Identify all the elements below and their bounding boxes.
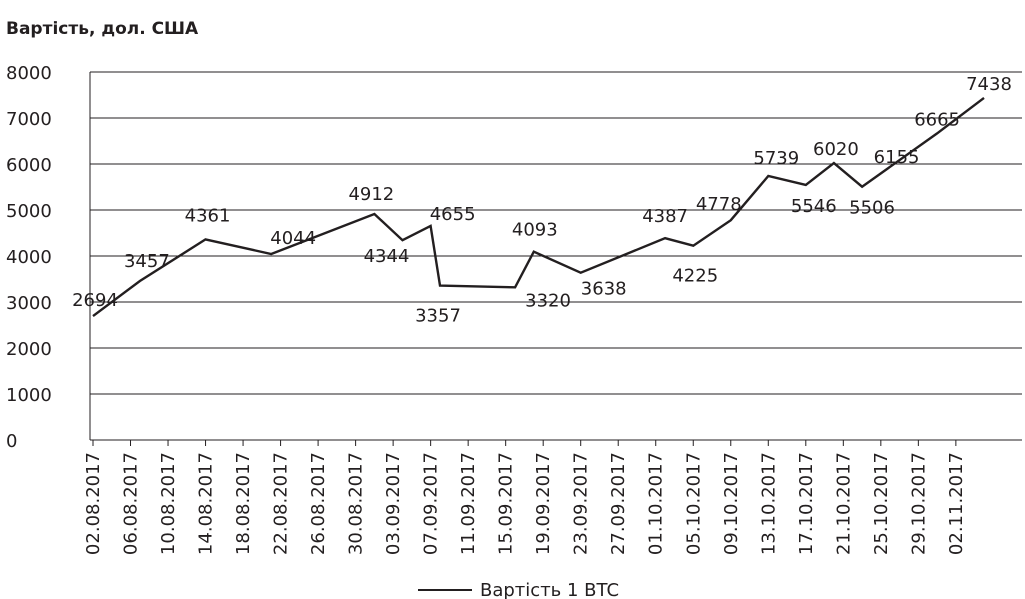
data-label: 2694 [72, 290, 118, 311]
data-label: 4225 [672, 266, 718, 287]
x-tick-label: 11.09.2017 [458, 452, 479, 555]
y-tick-label: 7000 [6, 109, 52, 130]
y-tick-label: 6000 [6, 155, 52, 176]
y-tick-label: 2000 [6, 339, 52, 360]
x-tick-label: 25.10.2017 [871, 452, 892, 555]
legend-label: Вартість 1 BTC [480, 580, 619, 599]
x-tick-label: 29.10.2017 [908, 452, 929, 555]
y-tick-label: 0 [6, 431, 17, 452]
x-tick-label: 09.10.2017 [721, 452, 742, 555]
x-tick-label: 06.08.2017 [121, 452, 142, 555]
data-label: 4655 [430, 204, 476, 225]
x-tick-label: 02.08.2017 [83, 452, 104, 555]
data-label: 4912 [348, 184, 394, 205]
data-label: 5546 [791, 196, 837, 217]
y-tick-label: 4000 [6, 247, 52, 268]
x-tick-label: 30.08.2017 [346, 452, 367, 555]
x-tick-label: 07.09.2017 [421, 452, 442, 555]
x-tick-label: 03.09.2017 [383, 452, 404, 555]
x-tick-label: 21.10.2017 [833, 452, 854, 555]
data-label: 3457 [124, 251, 170, 272]
data-label: 4044 [270, 228, 316, 249]
axes [89, 72, 1022, 441]
series-line [92, 96, 985, 318]
x-tick-label: 18.08.2017 [233, 452, 254, 555]
y-tick-label: 1000 [6, 385, 52, 406]
data-label: 3638 [581, 279, 627, 300]
x-tick-label: 26.08.2017 [308, 452, 329, 555]
data-label: 6665 [914, 109, 960, 130]
data-label: 7438 [966, 74, 1012, 95]
data-label: 3357 [415, 306, 461, 327]
x-tick-label: 17.10.2017 [796, 452, 817, 555]
y-tick-label: 5000 [6, 201, 52, 222]
data-label: 4778 [696, 194, 742, 215]
data-label: 4344 [364, 246, 410, 267]
data-label: 6020 [813, 139, 859, 160]
series-group [92, 96, 985, 318]
x-tick-label: 02.11.2017 [946, 452, 967, 555]
x-tick-label: 19.09.2017 [533, 452, 554, 555]
x-tick-label: 10.08.2017 [158, 452, 179, 555]
x-tick-label: 23.09.2017 [571, 452, 592, 555]
x-tick-label: 15.09.2017 [496, 452, 517, 555]
data-labels: 2694 3457 4361 4044 4912 4344 4655 3357 3320 4093… [72, 74, 1012, 327]
data-label: 6155 [874, 147, 920, 168]
data-label: 3320 [525, 290, 571, 311]
x-tick-label: 01.10.2017 [646, 452, 667, 555]
x-axis-ticks: 02.08.2017 06.08.2017 10.08.2017 14.08.2017… [83, 440, 967, 555]
y-axis-title: Вартість, дол. США [6, 19, 199, 39]
y-axis-ticks: 0 1000 2000 3000 4000 5000 6000 7000 8000 [6, 63, 52, 452]
data-label: 4093 [512, 220, 558, 241]
legend: Вартість 1 BTC [418, 580, 619, 599]
y-tick-label: 3000 [6, 293, 52, 314]
x-tick-label: 22.08.2017 [271, 452, 292, 555]
gridlines [90, 71, 1022, 395]
x-tick-label: 14.08.2017 [196, 452, 217, 555]
x-tick-label: 05.10.2017 [683, 452, 704, 555]
data-label: 4387 [642, 206, 688, 227]
x-tick-label: 27.09.2017 [608, 452, 629, 555]
y-tick-label: 8000 [6, 63, 52, 84]
data-label: 4361 [185, 205, 231, 226]
x-tick-label: 13.10.2017 [758, 452, 779, 555]
data-label: 5506 [849, 198, 895, 219]
data-label: 5739 [753, 148, 799, 169]
